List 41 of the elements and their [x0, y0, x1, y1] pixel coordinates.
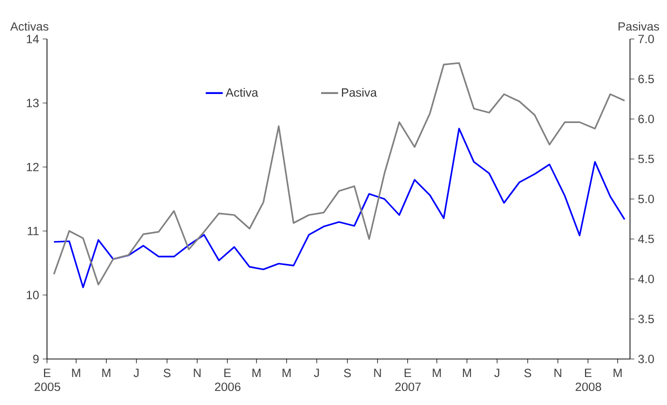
x-tick-label: M	[282, 368, 291, 377]
x-tick-label: N	[194, 368, 201, 377]
y-axis-title: Activas	[10, 22, 48, 31]
line-series	[53, 62, 626, 286]
x-tick-label: N	[374, 368, 381, 377]
y2-tick-label: 5.0	[638, 194, 654, 204]
x-tick-label: J	[134, 368, 139, 378]
x-tick-label: M	[102, 368, 110, 377]
x-tick-label: M	[432, 368, 441, 377]
y2-tick-label: 5.5	[638, 154, 654, 164]
x-tick-label: M	[614, 368, 622, 377]
x-tick-label: J	[314, 368, 319, 378]
x-tick-label: N	[554, 368, 562, 377]
y2-tick-label: 4.5	[638, 234, 654, 244]
legend-label: Activa	[226, 88, 258, 97]
x-tick-label: S	[164, 368, 170, 378]
y-tick-label: 12	[26, 162, 39, 172]
y-tick-label: 10	[26, 290, 39, 300]
y-tick-label: 9	[33, 354, 39, 364]
y-tick-label: 11	[28, 226, 39, 236]
y2-tick-label: 4.0	[638, 274, 654, 284]
y2-tick-label: 6.0	[638, 114, 654, 124]
y2-tick-label: 6.5	[638, 74, 654, 84]
x-tick-label: E 2005	[34, 368, 60, 392]
x-tick-label: E 2007	[395, 368, 421, 392]
x-tick-label: J	[494, 368, 500, 378]
legend-label: Pasiva	[342, 88, 377, 97]
y2-tick-label: 7.0	[638, 34, 654, 44]
y2-tick-label: 3.0	[638, 354, 654, 364]
x-tick-label: S	[524, 368, 532, 378]
x-tick-label: E 2006	[214, 368, 240, 392]
x-tick-label: M	[462, 368, 471, 377]
x-tick-label: M	[252, 368, 260, 377]
y2-axis-title: Pasivas	[618, 22, 660, 31]
line-series	[53, 128, 626, 288]
y2-tick-label: 3.5	[638, 314, 654, 324]
x-tick-label: M	[72, 368, 80, 377]
x-tick-label: S	[344, 368, 351, 378]
y-tick-label: 13	[26, 98, 39, 108]
x-tick-label: E 2008	[576, 368, 602, 392]
y-tick-label: 14	[26, 34, 39, 44]
